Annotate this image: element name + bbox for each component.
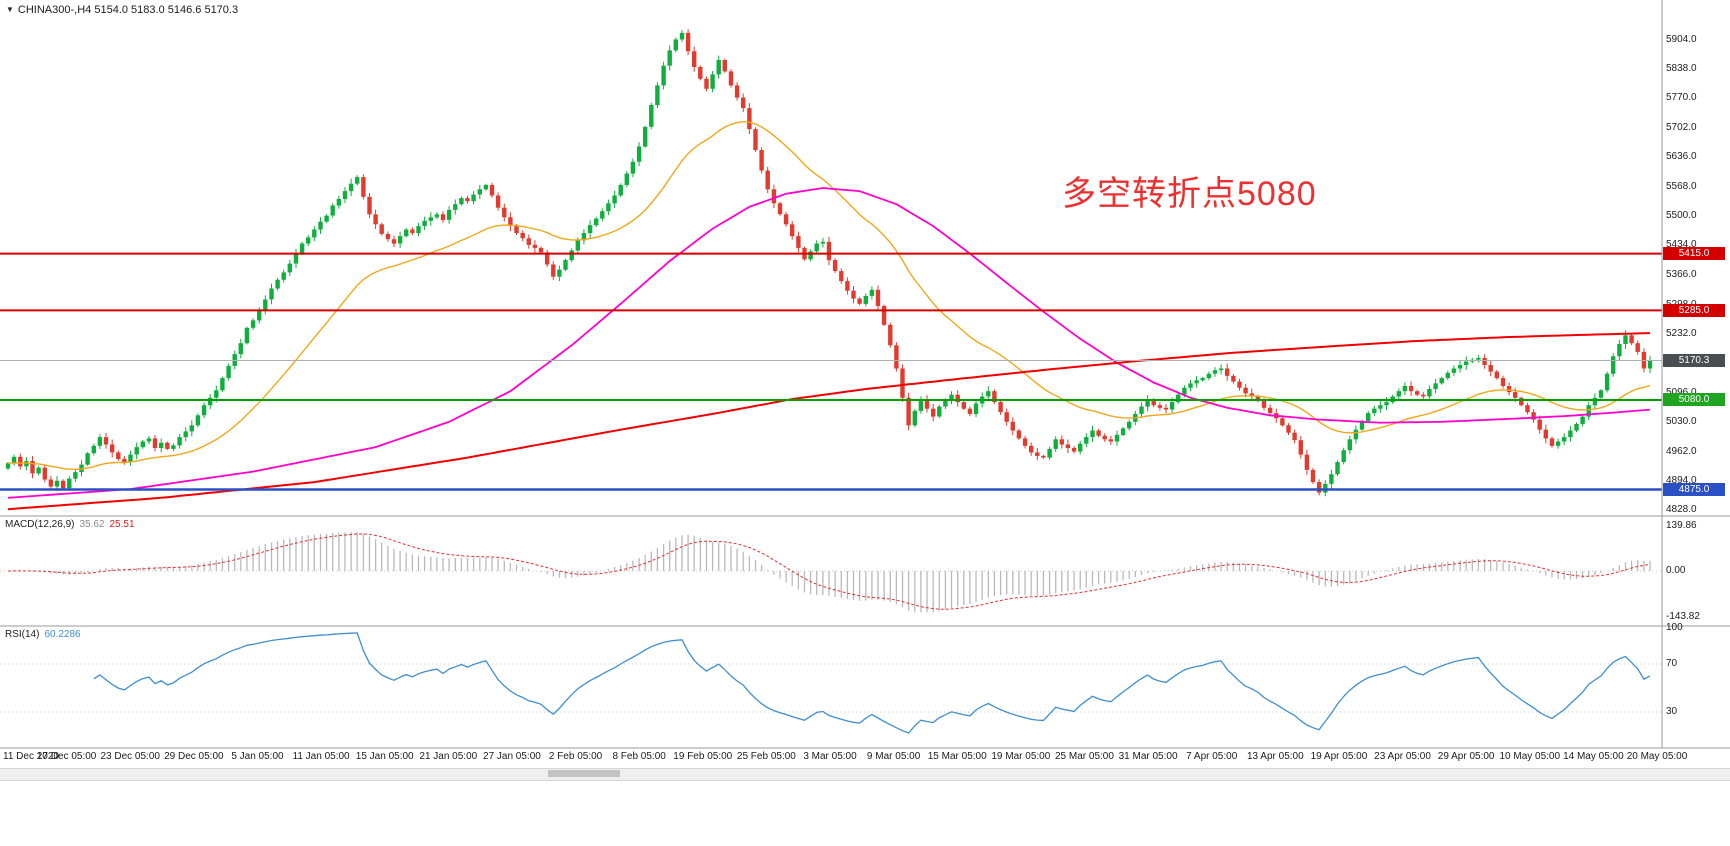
ma-slow-line [7,332,1651,511]
horizontal-scrollbar-thumb[interactable] [548,770,620,777]
ma-fast-line [7,120,1651,471]
ma-mid-line [7,187,1651,499]
macd-signal-line [7,533,1651,610]
horizontal-scrollbar-track[interactable] [0,768,1730,781]
macd-histogram [13,532,1651,613]
rsi-line [93,632,1651,734]
